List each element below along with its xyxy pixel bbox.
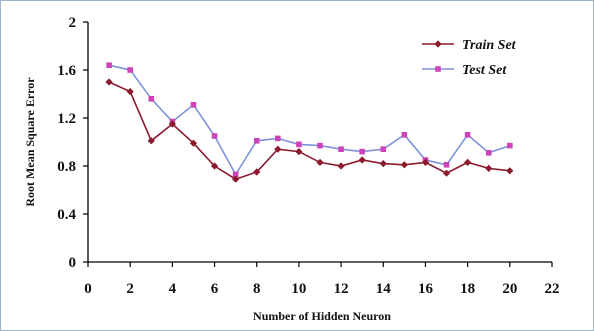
train-set-point bbox=[126, 88, 134, 96]
train-set-point bbox=[295, 148, 303, 156]
test-set-point bbox=[148, 96, 155, 102]
y-tick-label: 1.6 bbox=[57, 63, 76, 79]
legend-item-test-set: Test Set bbox=[422, 63, 507, 78]
y-tick-label: 0 bbox=[69, 255, 77, 271]
y-ticks: 0 0.4 0.8 1.2 1.6 2 bbox=[57, 15, 88, 271]
test-set-point bbox=[232, 171, 239, 178]
x-tick-label: 22 bbox=[545, 281, 560, 297]
y-tick-label: 1.2 bbox=[57, 111, 76, 127]
test-set-point bbox=[275, 135, 281, 142]
y-tick-label: 2 bbox=[69, 15, 77, 31]
test-set-point bbox=[507, 142, 513, 149]
train-set-point bbox=[253, 168, 261, 176]
x-axis-title: Number of Hidden Neuron bbox=[253, 309, 391, 323]
train-set-point bbox=[464, 158, 472, 166]
train-set-point bbox=[105, 78, 113, 86]
test-set-point bbox=[401, 132, 408, 138]
x-tick-label: 2 bbox=[126, 281, 134, 297]
train-set-point bbox=[421, 158, 430, 166]
y-axis-title: Root Mean Square Error bbox=[23, 77, 37, 207]
y-tick-label: 0.8 bbox=[57, 159, 76, 175]
test-set-series bbox=[106, 62, 513, 178]
x-tick-label: 14 bbox=[376, 281, 392, 297]
x-tick-label: 4 bbox=[169, 281, 177, 297]
train-set-point bbox=[485, 164, 493, 172]
x-ticks: 0 2 4 6 8 10 12 14 16 18 20 22 bbox=[84, 262, 560, 297]
x-tick-label: 6 bbox=[211, 281, 219, 297]
legend: Train Set Test Set bbox=[422, 38, 517, 78]
train-set-point bbox=[379, 160, 387, 168]
test-set-point bbox=[211, 133, 218, 139]
legend-label: Train Set bbox=[462, 38, 517, 53]
test-set-point bbox=[127, 67, 133, 73]
x-tick-label: 18 bbox=[460, 281, 475, 297]
train-set-line bbox=[108, 81, 510, 181]
train-set-point bbox=[210, 162, 219, 170]
train-set-point bbox=[168, 120, 176, 128]
test-set-point bbox=[338, 146, 344, 152]
series-layer bbox=[105, 62, 514, 183]
legend-swatch-marker bbox=[435, 66, 441, 72]
train-set-point bbox=[442, 169, 451, 177]
train-set-point bbox=[147, 137, 155, 145]
test-set-point bbox=[253, 138, 260, 144]
x-tick-label: 10 bbox=[291, 281, 306, 297]
x-tick-label: 12 bbox=[334, 281, 349, 297]
test-set-point bbox=[380, 146, 387, 152]
legend-swatch-marker bbox=[434, 40, 442, 48]
x-tick-label: 20 bbox=[502, 281, 517, 297]
axes bbox=[87, 22, 552, 263]
train-set-point bbox=[316, 158, 324, 166]
legend-label: Test Set bbox=[462, 63, 507, 78]
x-tick-label: 16 bbox=[418, 281, 434, 297]
test-set-point bbox=[359, 148, 365, 155]
train-set-point bbox=[358, 156, 366, 164]
test-set-point bbox=[464, 132, 471, 138]
train-set-point bbox=[506, 167, 514, 175]
train-set-point bbox=[232, 175, 240, 183]
test-set-point bbox=[317, 142, 323, 149]
train-set-point bbox=[274, 145, 282, 153]
train-set-series bbox=[105, 78, 514, 183]
test-set-point bbox=[190, 102, 197, 108]
test-set-point bbox=[296, 141, 302, 148]
test-set-line bbox=[108, 64, 511, 176]
test-set-point bbox=[443, 162, 450, 168]
test-set-point bbox=[106, 62, 112, 68]
train-set-point bbox=[189, 139, 198, 147]
train-set-point bbox=[400, 161, 408, 169]
test-set-point bbox=[485, 150, 492, 156]
x-tick-label: 8 bbox=[253, 281, 261, 297]
y-tick-label: 0.4 bbox=[57, 207, 76, 223]
x-tick-label: 0 bbox=[84, 281, 92, 297]
train-set-point bbox=[337, 162, 345, 170]
legend-item-train-set: Train Set bbox=[422, 38, 517, 53]
